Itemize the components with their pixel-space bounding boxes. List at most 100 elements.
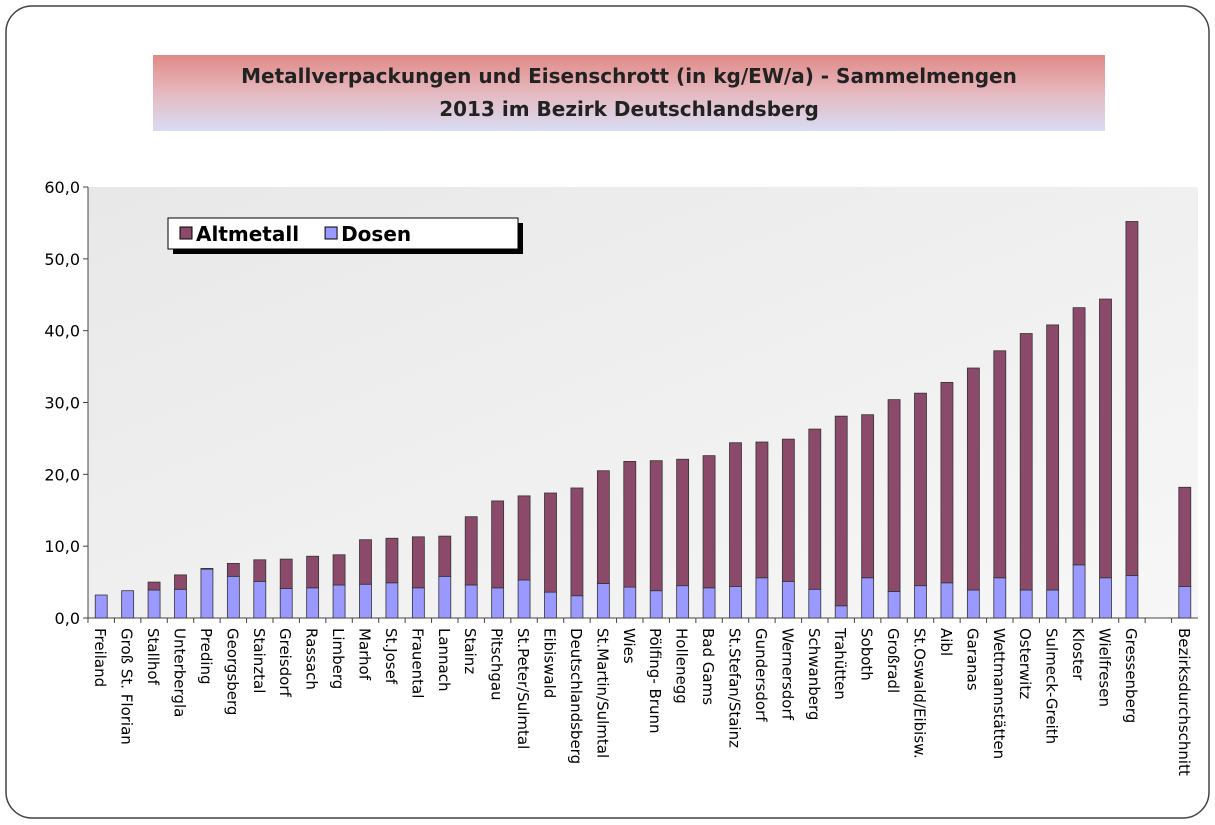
x-tick-label: Limberg	[329, 628, 347, 689]
legend-swatch	[324, 226, 338, 240]
bar-segment	[1072, 307, 1086, 566]
chart-title: 2013 im Bezirk Deutschlandsberg	[439, 97, 819, 121]
y-tick-label: 30,0	[44, 394, 80, 413]
bar-segment	[649, 460, 663, 592]
bar-segment	[226, 563, 240, 577]
x-tick-label: Groß St. Florian	[118, 628, 136, 745]
x-tick-label: Unterbergla	[171, 628, 189, 717]
bar-segment	[623, 586, 637, 619]
bar-segment	[993, 577, 1007, 619]
x-tick-label: Greisdorf	[276, 628, 294, 698]
bar-segment	[914, 585, 927, 619]
bar-segment	[702, 455, 716, 589]
bar-segment	[914, 392, 927, 587]
bar-segment	[676, 458, 690, 587]
y-tick-label: 0,0	[55, 609, 80, 628]
bar-segment	[702, 587, 716, 619]
bar-segment	[464, 516, 478, 586]
x-tick-label: Pitschgau	[488, 628, 506, 701]
bar-segment	[306, 587, 320, 619]
x-tick-label: Lannach	[435, 628, 453, 692]
plot-area	[88, 187, 1198, 618]
bar-segment	[808, 428, 822, 590]
bar-segment	[491, 500, 505, 589]
bar-segment	[808, 588, 822, 619]
bar-segment	[596, 583, 610, 619]
x-tick-label: Gundersdorf	[752, 628, 770, 722]
bar-segment	[279, 558, 293, 589]
bar-segment	[121, 590, 135, 619]
x-tick-label: Wettmannstätten	[990, 628, 1008, 759]
y-tick-label: 50,0	[44, 250, 80, 269]
x-tick-label: Marhof	[356, 628, 374, 681]
bar-segment	[1046, 324, 1060, 591]
bar-segment	[411, 536, 425, 589]
bar-segment	[676, 585, 690, 619]
bar-segment	[940, 381, 954, 584]
bar-segment	[147, 581, 161, 591]
bar-segment	[385, 537, 399, 584]
bar-segment	[861, 414, 875, 579]
bar-segment	[517, 495, 531, 581]
y-tick-label: 10,0	[44, 537, 80, 556]
bar-segment	[755, 577, 769, 619]
bar-segment	[1099, 298, 1112, 579]
x-tick-label: Wies	[620, 628, 638, 664]
x-tick-label: Großradl	[884, 628, 902, 693]
legend	[167, 217, 519, 250]
x-tick-label: Stainz	[461, 628, 479, 674]
x-tick-label: Preding	[197, 628, 215, 685]
bar-segment	[200, 568, 214, 619]
x-tick-label: St.Peter/Sulmtal	[514, 628, 532, 749]
bar-segment	[517, 579, 531, 619]
x-tick-label: Pölfing- Brunn	[646, 628, 664, 734]
x-tick-label: Freiland	[91, 628, 109, 687]
title-box	[153, 55, 1105, 131]
x-tick-label: Kloster	[1069, 628, 1087, 681]
bar-segment	[94, 594, 108, 619]
bar-segment	[940, 582, 954, 619]
bar-segment	[359, 583, 372, 619]
x-tick-label: Aibl	[937, 628, 955, 656]
bar-segment	[623, 461, 637, 588]
x-tick-label: Wielfresen	[1096, 628, 1114, 707]
legend-label: Dosen	[341, 222, 411, 246]
bar-segment	[729, 585, 742, 619]
bar-segment	[966, 589, 980, 619]
x-tick-label: Georgsberg	[223, 628, 241, 715]
bar-segment	[729, 442, 742, 587]
x-tick-label: Stainztal	[250, 628, 268, 693]
bar-segment	[1125, 221, 1139, 577]
bar-segment	[1125, 575, 1139, 619]
bar-segment	[993, 350, 1007, 579]
x-tick-label: St.Josef	[382, 628, 400, 685]
x-tick-label: Soboth	[858, 628, 876, 681]
bar-segment	[755, 441, 769, 579]
bar-segment	[1019, 333, 1033, 591]
y-tick-label: 40,0	[44, 322, 80, 341]
x-tick-label: Garanas	[963, 628, 981, 691]
bar-segment	[570, 595, 584, 619]
bar-segment	[649, 590, 663, 619]
bar-segment	[226, 575, 240, 619]
x-tick-label: Trahütten	[831, 627, 849, 700]
x-tick-label: St.Oswald/Eibisw.	[911, 628, 929, 759]
bar-segment	[1099, 577, 1112, 619]
bar-segment	[887, 399, 901, 592]
bar-segment	[438, 575, 452, 619]
bar-segment	[359, 539, 372, 585]
bar-segment	[1178, 585, 1192, 619]
legend-swatch	[179, 226, 193, 240]
chart-title: Metallverpackungen und Eisenschrott (in …	[241, 64, 1017, 88]
bar-segment	[411, 587, 425, 619]
bar-segment	[596, 470, 610, 584]
bar-segment	[834, 605, 848, 619]
bar-segment	[1072, 564, 1086, 619]
bar-segment	[147, 589, 161, 619]
y-tick-label: 20,0	[44, 465, 80, 484]
bar-segment	[861, 577, 875, 619]
y-tick-label: 60,0	[44, 178, 80, 197]
bar-segment	[1019, 589, 1033, 619]
bar-segment	[174, 588, 187, 619]
